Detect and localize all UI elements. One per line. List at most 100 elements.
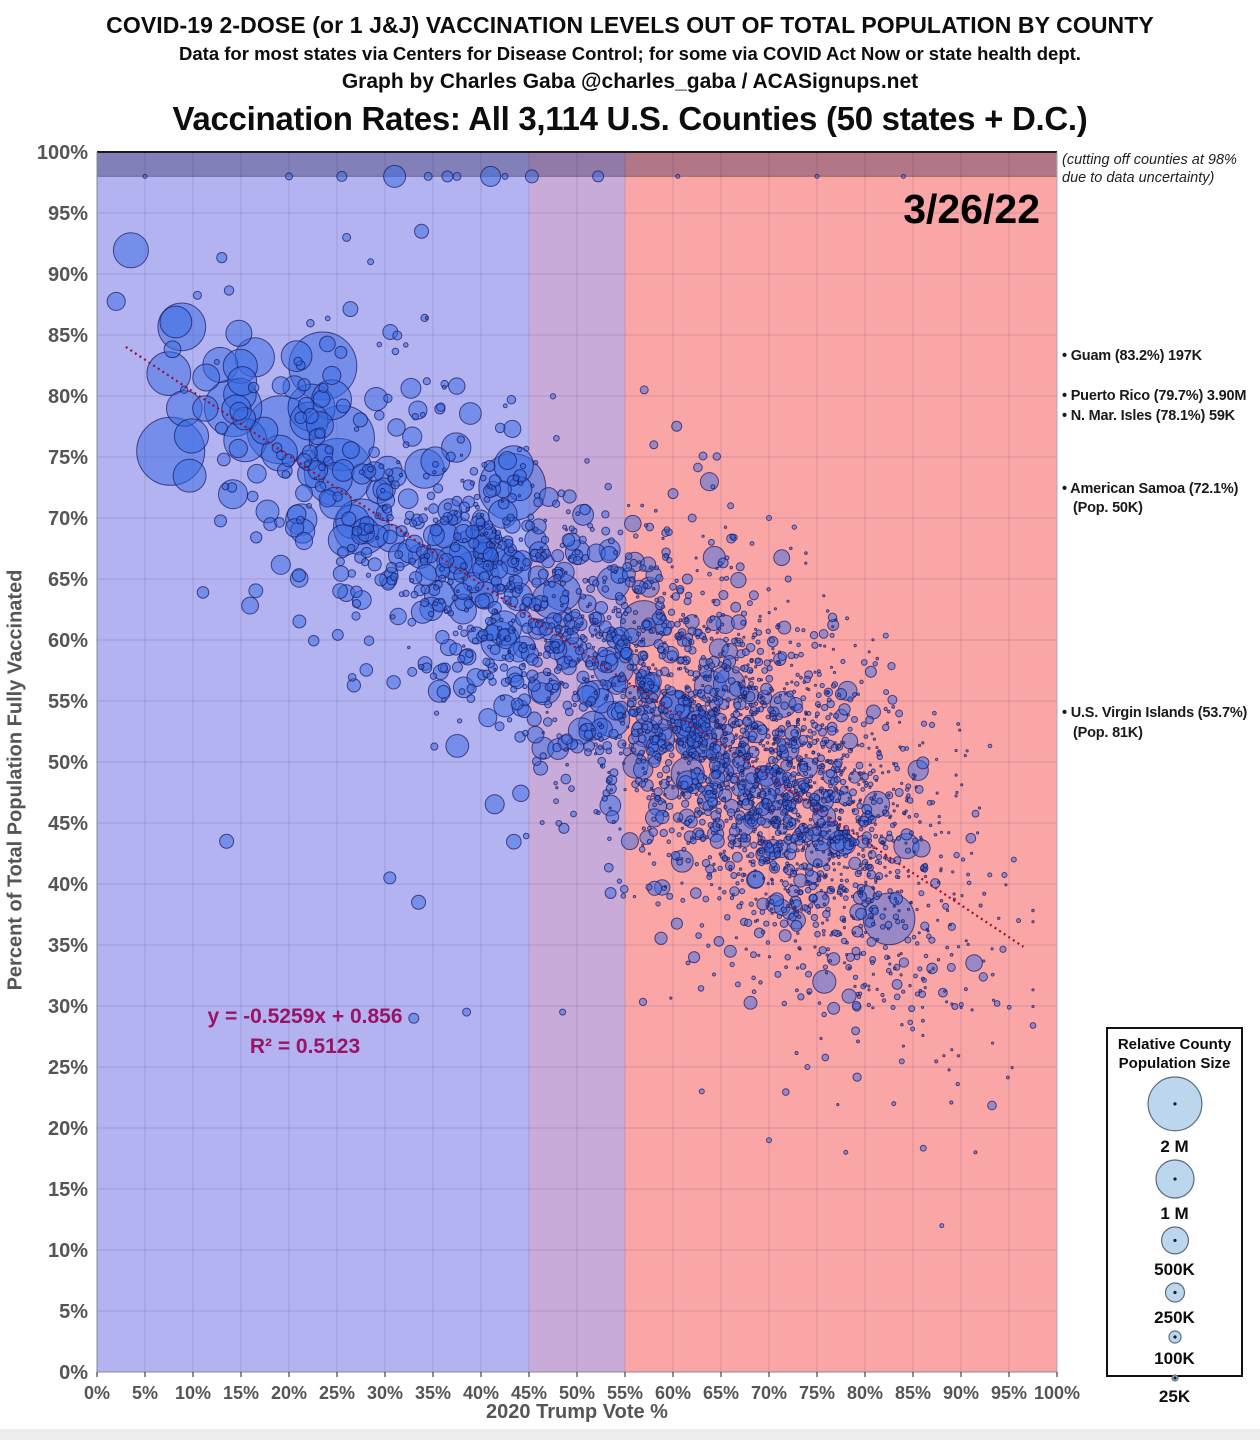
county-bubble: [921, 868, 925, 872]
county-bubble: [618, 751, 623, 756]
county-bubble: [917, 881, 921, 885]
county-bubble: [292, 614, 307, 629]
county-bubble: [895, 919, 901, 925]
county-bubble: [474, 504, 480, 510]
county-bubble: [1031, 908, 1035, 913]
regression-r2: R² = 0.5123: [249, 1035, 361, 1058]
county-bubble: [849, 747, 854, 752]
county-bubble: [331, 459, 355, 482]
county-bubble: [903, 812, 907, 816]
county-bubble: [631, 747, 637, 753]
county-bubble: [782, 880, 789, 888]
county-bubble: [640, 758, 647, 764]
county-bubble: [901, 989, 906, 994]
county-bubble: [660, 604, 666, 609]
county-bubble: [766, 587, 771, 592]
county-bubble: [609, 788, 613, 792]
county-bubble: [747, 677, 752, 681]
county-bubble: [250, 531, 263, 544]
county-bubble: [815, 863, 820, 867]
county-bubble: [683, 666, 687, 670]
county-bubble: [764, 768, 771, 774]
county-bubble: [564, 607, 572, 615]
county-bubble: [428, 503, 439, 514]
county-bubble: [677, 795, 682, 800]
county-bubble: [987, 1100, 997, 1111]
county-bubble: [619, 671, 625, 678]
county-bubble: [826, 841, 831, 846]
county-bubble: [950, 1002, 954, 1006]
county-bubble: [1031, 920, 1035, 924]
county-bubble: [717, 661, 724, 667]
county-bubble: [867, 781, 874, 788]
county-bubble: [742, 784, 746, 788]
county-bubble: [481, 461, 488, 468]
county-bubble: [620, 634, 627, 641]
county-bubble: [790, 771, 797, 778]
county-bubble: [840, 658, 846, 664]
county-bubble: [584, 700, 592, 708]
county-bubble: [771, 742, 775, 746]
county-bubble: [946, 908, 950, 913]
county-bubble: [622, 742, 626, 747]
county-bubble: [783, 887, 787, 891]
county-bubble: [832, 670, 837, 675]
county-bubble: [798, 784, 803, 789]
county-bubble: [855, 761, 864, 770]
county-bubble: [728, 816, 733, 821]
county-bubble: [793, 905, 797, 909]
county-bubble: [797, 757, 802, 761]
county-bubble: [627, 700, 635, 708]
county-bubble: [518, 537, 524, 542]
county-bubble: [879, 764, 883, 768]
county-bubble: [729, 533, 736, 540]
county-bubble: [826, 947, 830, 952]
county-bubble: [621, 713, 627, 719]
county-bubble: [777, 806, 782, 811]
county-bubble: [822, 594, 826, 598]
county-bubble: [623, 788, 627, 792]
county-bubble: [859, 679, 864, 685]
county-bubble: [420, 597, 430, 608]
county-bubble: [894, 868, 901, 875]
county-bubble: [918, 890, 925, 897]
county-bubble: [658, 732, 663, 737]
county-bubble: [772, 737, 776, 741]
county-bubble: [812, 881, 817, 886]
county-bubble: [517, 480, 524, 487]
county-bubble: [820, 723, 825, 727]
county-bubble: [575, 623, 581, 629]
county-bubble: [676, 771, 680, 775]
county-bubble: [604, 482, 612, 491]
county-bubble: [677, 817, 681, 822]
county-bubble: [713, 765, 719, 771]
county-bubble: [681, 744, 687, 749]
county-bubble: [571, 693, 581, 703]
county-bubble: [971, 809, 980, 818]
y-tick-label: 95%: [48, 203, 88, 225]
county-bubble: [790, 705, 794, 710]
county-bubble: [634, 588, 640, 593]
county-bubble: [641, 766, 645, 770]
county-bubble: [712, 818, 717, 823]
county-bubble: [813, 823, 817, 827]
county-bubble: [785, 758, 789, 762]
county-bubble: [796, 717, 801, 721]
county-bubble: [869, 796, 874, 801]
county-bubble: [741, 771, 745, 775]
county-bubble: [786, 842, 798, 854]
county-bubble: [551, 499, 561, 508]
county-bubble: [607, 564, 613, 571]
county-bubble: [568, 525, 575, 532]
county-bubble: [669, 724, 674, 729]
county-bubble: [858, 826, 864, 832]
county-bubble: [667, 742, 671, 747]
county-bubble: [700, 836, 706, 843]
county-bubble: [891, 704, 896, 709]
county-bubble: [882, 632, 889, 639]
county-bubble: [721, 612, 726, 617]
county-bubble: [827, 1001, 841, 1015]
county-bubble: [680, 719, 686, 726]
county-bubble: [773, 549, 791, 567]
county-bubble: [675, 173, 681, 179]
